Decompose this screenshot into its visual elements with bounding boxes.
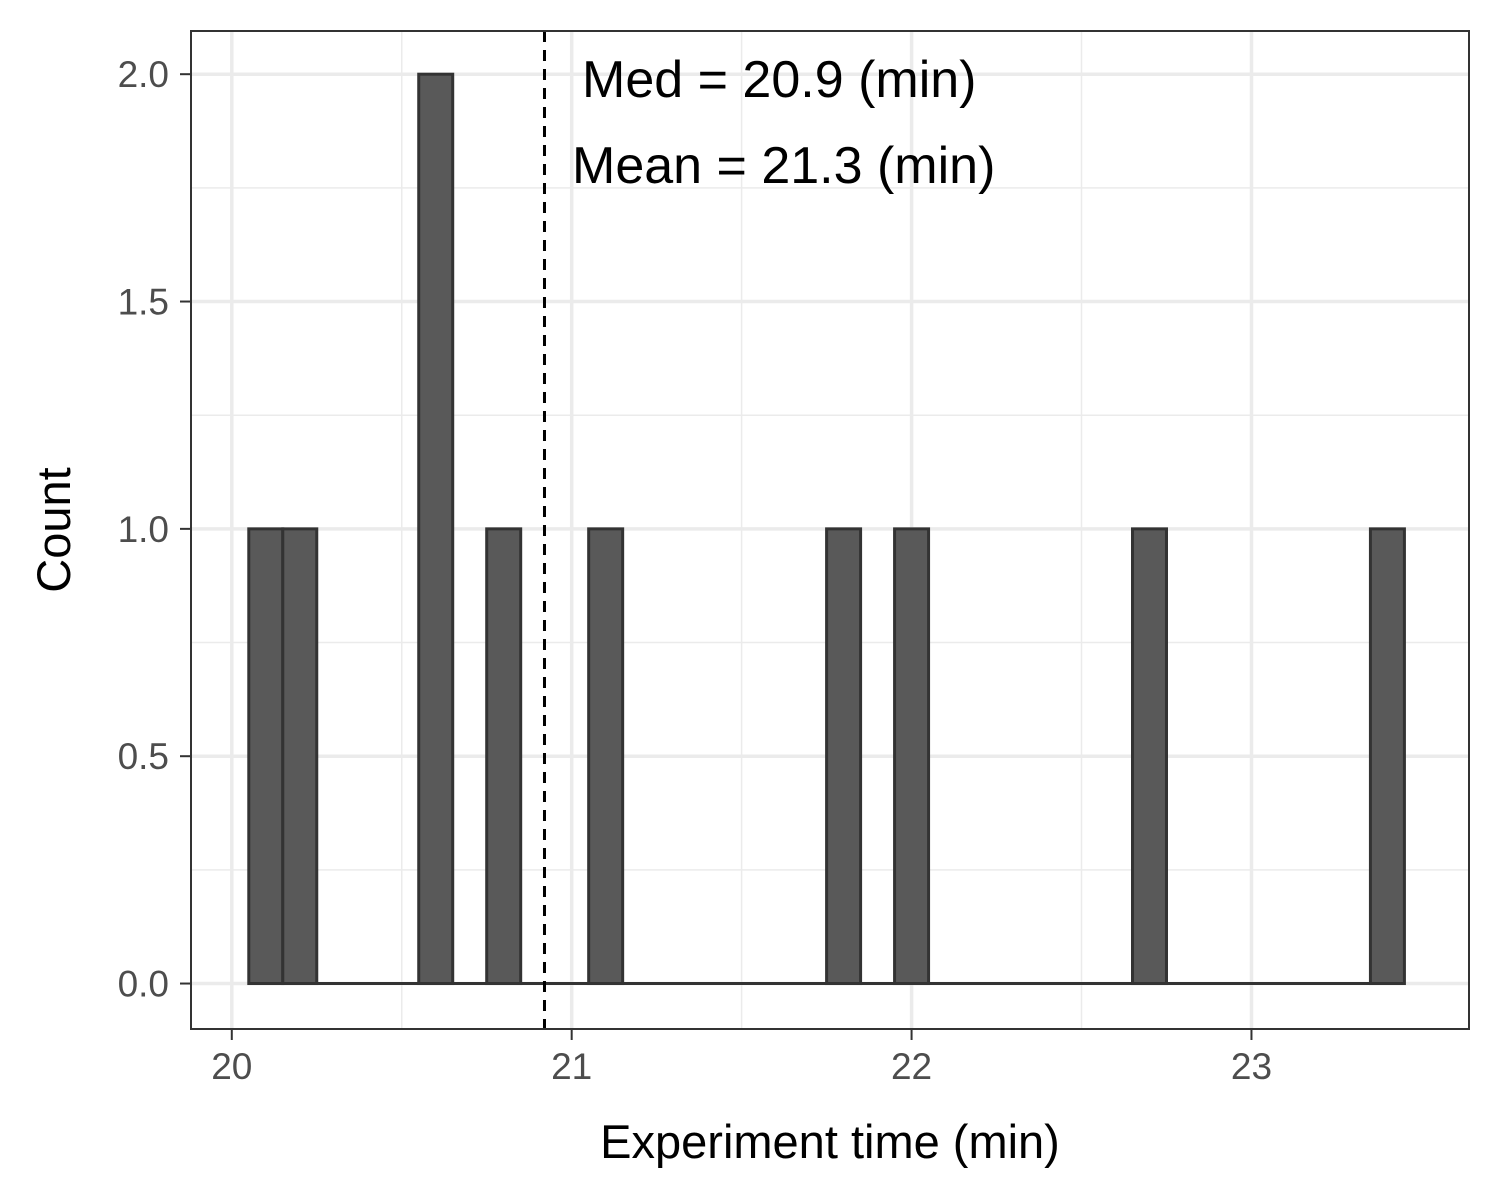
y-tick-label: 2.0 (118, 54, 169, 95)
x-tick-label: 21 (551, 1046, 592, 1087)
x-tick-label: 22 (891, 1046, 932, 1087)
histogram-bar (893, 527, 931, 986)
histogram-bar (825, 527, 863, 986)
y-axis-title: Count (27, 467, 80, 592)
histogram-bar (1368, 527, 1406, 986)
y-tick-label: 0.5 (118, 736, 169, 777)
histogram-bar (417, 72, 455, 986)
y-tick-label: 0.0 (118, 964, 169, 1005)
y-tick-label: 1.5 (118, 282, 169, 323)
y-axis-ticks: 0.0 0.5 1.0 1.5 2.0 (118, 54, 191, 1005)
histogram-bar (1131, 527, 1168, 986)
histogram-bars (247, 72, 1406, 986)
x-tick-label: 23 (1231, 1046, 1272, 1087)
median-annotation: Med = 20.9 (min) (582, 51, 977, 109)
histogram-bar (485, 527, 523, 986)
x-tick-label: 20 (211, 1046, 252, 1087)
panel-border (190, 30, 1470, 1030)
mean-annotation: Mean = 21.3 (min) (572, 137, 995, 195)
x-axis-title: Experiment time (min) (600, 1115, 1060, 1168)
x-axis-ticks: 20 21 22 23 (211, 1029, 1272, 1087)
y-tick-label: 1.0 (118, 509, 169, 550)
histogram-bar (587, 527, 625, 986)
histogram-bar (247, 527, 285, 986)
histogram-bar (281, 527, 319, 986)
